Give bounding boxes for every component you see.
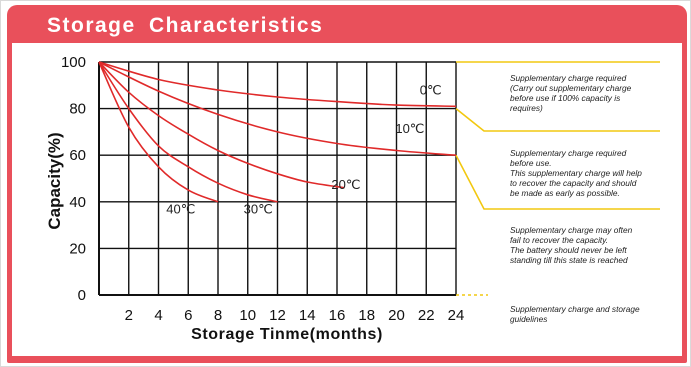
curve-10c: [98, 61, 457, 156]
note-guidelines: Supplementary charge and storage guideli…: [510, 304, 640, 324]
x-tick-label: 18: [358, 307, 375, 324]
x-axis-label: Storage Tinme(months): [191, 326, 383, 343]
note-supplementary-charge-required: Supplementary charge required (Carry out…: [510, 73, 632, 113]
x-tick-label: 10: [239, 307, 256, 324]
curve-label: 30℃: [244, 201, 273, 216]
curve-30c: [98, 61, 278, 203]
note-charge-before-use: Supplementary charge required before use…: [510, 148, 642, 198]
y-tick-label: 100: [61, 54, 86, 71]
y-tick-label: 60: [69, 147, 86, 164]
x-tick-label: 24: [448, 307, 465, 324]
curve-label: 10℃: [395, 121, 424, 136]
y-tick-label: 40: [69, 194, 86, 211]
guide-line: [455, 107, 660, 132]
y-axis-label: Capacity(%): [45, 132, 64, 229]
x-tick-label: 12: [269, 307, 286, 324]
x-tick-label: 22: [418, 307, 435, 324]
curve-label: 0℃: [420, 83, 442, 98]
chart-title: Storage Characteristics: [47, 14, 324, 37]
curve-0c: [98, 61, 457, 108]
guide-lines: [455, 61, 660, 296]
x-tick-label: 14: [299, 307, 316, 324]
curve-40c: [98, 61, 219, 203]
y-tick-label: 20: [69, 240, 86, 257]
note-may-fail-to-recover: Supplementary charge may often fail to r…: [510, 225, 633, 265]
x-tick-label: 20: [388, 307, 405, 324]
x-tick-label: 16: [329, 307, 346, 324]
x-tick-label: 8: [214, 307, 222, 324]
curve-labels: 0℃ 10℃ 20℃ 30℃ 40℃: [166, 83, 441, 217]
plot-area: [12, 43, 682, 356]
curve-label: 20℃: [331, 177, 360, 192]
grid: [98, 61, 457, 296]
curve-label: 40℃: [166, 201, 195, 216]
x-tick-label: 4: [154, 307, 162, 324]
curve-20c: [98, 61, 345, 189]
x-tick-label: 2: [125, 307, 133, 324]
x-tick-label: 6: [184, 307, 192, 324]
guide-line: [455, 154, 660, 210]
curves: [98, 61, 457, 203]
y-tick-label: 0: [78, 287, 86, 304]
y-tick-label: 80: [69, 101, 86, 118]
